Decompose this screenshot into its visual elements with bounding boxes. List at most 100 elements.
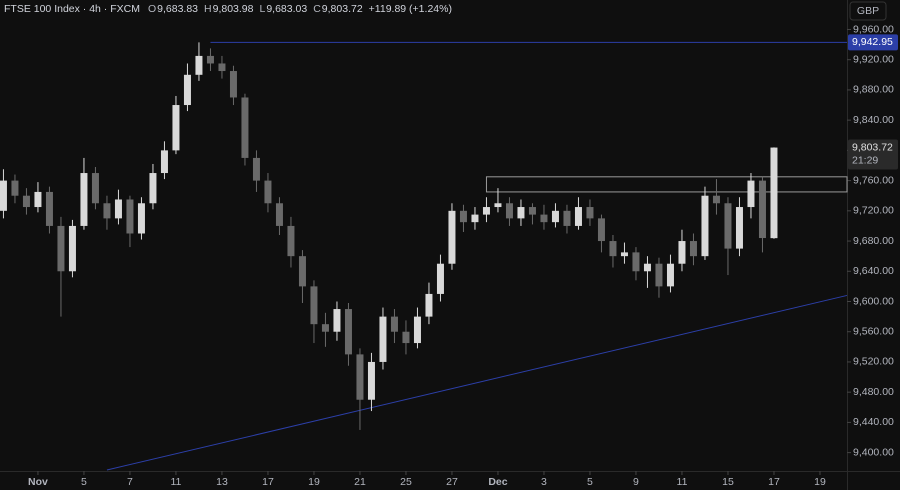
ohlc-prefix: C [313, 3, 321, 15]
candle-body [195, 55, 203, 75]
candle-body [425, 293, 433, 317]
candle-body [643, 263, 651, 272]
y-tick-label: 9,920.00 [853, 53, 894, 65]
candle-body [574, 207, 582, 226]
candle-body [747, 180, 755, 208]
candle-body [356, 354, 364, 400]
candle-body [91, 173, 99, 204]
candle-body [183, 74, 191, 106]
candle-body [471, 214, 479, 223]
x-tick-label: 9 [633, 476, 639, 488]
candle-body [528, 207, 536, 215]
candle-body [666, 263, 674, 287]
countdown: 21:29 [852, 154, 878, 166]
currency: GBP [857, 5, 879, 17]
x-tick-label: Nov [28, 476, 48, 488]
candle-body [367, 361, 375, 400]
candle-body [379, 316, 387, 362]
x-tick-label: 17 [768, 476, 780, 488]
candle-body [160, 150, 168, 174]
ohlc-prefix: O [148, 3, 156, 15]
candle-body [57, 225, 65, 272]
x-tick-label: 13 [216, 476, 228, 488]
candle-body [298, 256, 306, 287]
candle-body [45, 191, 53, 226]
x-tick-label: 19 [814, 476, 826, 488]
change: +119.89 (+1.24%) [369, 3, 452, 15]
candle-body [252, 157, 260, 181]
x-tick-label: 27 [446, 476, 458, 488]
y-tick-label: 9,400.00 [853, 446, 894, 458]
candle-body [22, 195, 30, 208]
zone [485, 176, 848, 193]
x-tick-label: 11 [171, 476, 182, 488]
x-tick-label: Dec [488, 476, 507, 488]
ohlc-prefix: H [204, 3, 212, 15]
candle-body [632, 252, 640, 272]
candle-body [126, 199, 134, 234]
last-price-label: 9,803.72 [852, 141, 893, 153]
candle-body [758, 180, 766, 239]
candle-body [103, 203, 111, 219]
candle-body [689, 241, 697, 257]
y-tick-label: 9,960.00 [853, 23, 894, 35]
ohlc-value: 9,803.98 [213, 3, 254, 15]
x-tick-label: 3 [541, 476, 547, 488]
candle-body [344, 309, 352, 355]
candle-body [137, 203, 145, 234]
candle-body [724, 203, 732, 249]
candle-body [264, 180, 272, 204]
x-tick-label: 7 [127, 476, 133, 488]
y-tick-label: 9,600.00 [853, 295, 894, 307]
y-tick-label: 9,480.00 [853, 386, 894, 398]
y-tick-label: 9,520.00 [853, 356, 894, 368]
x-tick-label: 5 [587, 476, 593, 488]
currency-box[interactable] [849, 1, 887, 21]
y-tick-label: 9,840.00 [853, 114, 894, 126]
candle-body [275, 203, 283, 226]
candle-body [586, 207, 594, 219]
candle-body [80, 173, 88, 226]
ohlc-value: 9,683.03 [266, 3, 307, 15]
candle-body [218, 63, 226, 72]
level-tag-label: 9,942.95 [852, 36, 893, 48]
candle-body [597, 218, 605, 242]
candle-body [620, 252, 628, 257]
level-tag [848, 34, 898, 51]
candle-body [678, 241, 686, 264]
ohlc-value: 9,683.83 [157, 3, 198, 15]
y-tick-label: 9,720.00 [853, 205, 894, 217]
candle-body [241, 97, 249, 158]
candle-body [402, 331, 410, 344]
candle-body [459, 210, 467, 223]
candle-body [482, 207, 490, 215]
x-tick-label: 15 [722, 476, 734, 488]
candle-body [11, 180, 19, 196]
ohlc-prefix: L [259, 3, 265, 15]
y-tick-label: 9,640.00 [853, 265, 894, 277]
candle-body [448, 210, 456, 264]
x-tick-label: 5 [81, 476, 87, 488]
x-tick-label: 21 [354, 476, 366, 488]
x-tick-label: 19 [308, 476, 320, 488]
candle-body [701, 195, 709, 257]
y-tick-label: 9,440.00 [853, 416, 894, 428]
candle-body [310, 286, 318, 325]
y-tick-label: 9,680.00 [853, 235, 894, 247]
x-tick-label: 25 [400, 476, 412, 488]
candle-body [505, 203, 513, 219]
candle-body [563, 210, 571, 226]
candle-body [321, 324, 329, 332]
candle-body [712, 195, 720, 204]
y-tick-label: 9,760.00 [853, 174, 894, 186]
candle-body [68, 225, 76, 272]
candle-body [114, 199, 122, 219]
y-tick-label: 9,880.00 [853, 84, 894, 96]
last-price-tag [848, 139, 898, 170]
candle-body [0, 180, 7, 211]
candle-body [149, 173, 157, 204]
candle-body [540, 214, 548, 223]
candle-body [517, 207, 525, 219]
candle-body [333, 309, 341, 332]
